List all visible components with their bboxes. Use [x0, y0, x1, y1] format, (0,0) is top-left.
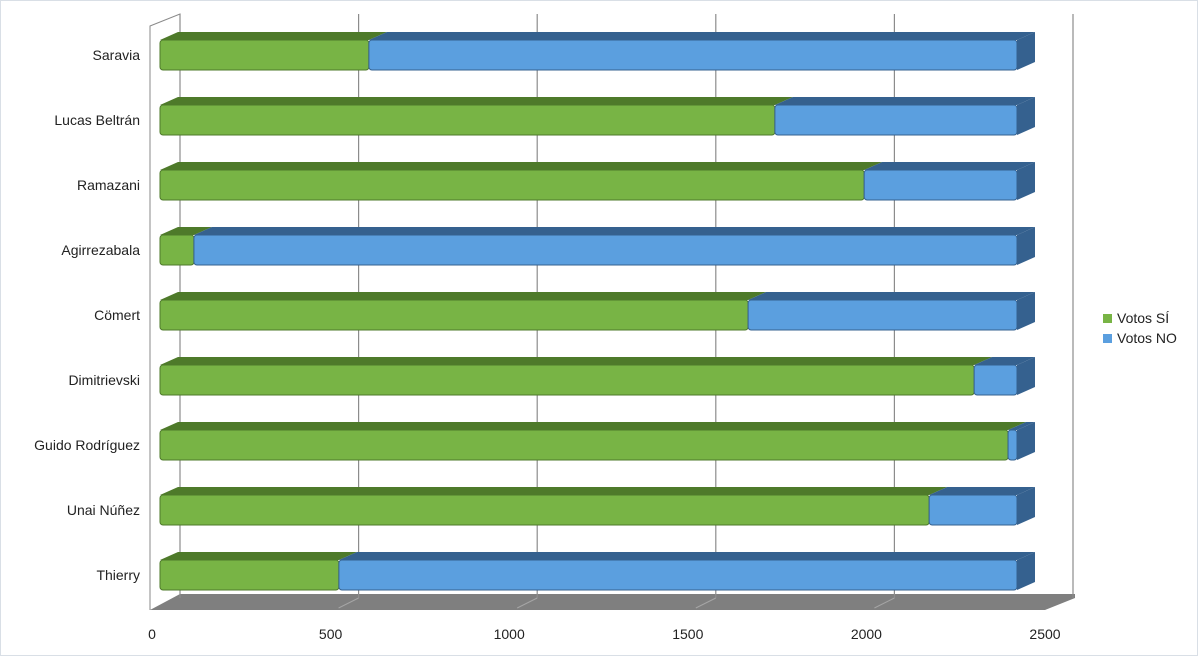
legend-item-votos-si: Votos SÍ [1103, 308, 1177, 328]
tick-label: 0 [148, 626, 156, 642]
category-label: Cömert [94, 307, 140, 323]
category-label: Ramazani [76, 177, 140, 193]
category-label: Lucas Beltrán [54, 112, 140, 128]
legend-label: Votos SÍ [1117, 310, 1170, 326]
tick-label: 1500 [672, 626, 704, 642]
legend-swatch-blue [1103, 333, 1112, 343]
category-label: Guido Rodríguez [34, 437, 140, 453]
legend: Votos SÍ Votos NO [1103, 308, 1177, 348]
category-label: Thierry [96, 567, 140, 583]
legend-item-votos-no: Votos NO [1103, 328, 1177, 348]
legend-label: Votos NO [1117, 330, 1177, 346]
tick-label: 500 [318, 626, 343, 642]
category-label: Saravia [92, 47, 140, 63]
legend-swatch-green [1103, 313, 1112, 323]
tick-label: 2500 [1029, 626, 1061, 642]
category-label: Dimitrievski [68, 372, 140, 388]
category-label: Unai Núñez [66, 502, 140, 518]
category-label: Agirrezabala [61, 242, 140, 258]
tick-label: 1000 [493, 626, 525, 642]
tick-label: 2000 [850, 626, 882, 642]
